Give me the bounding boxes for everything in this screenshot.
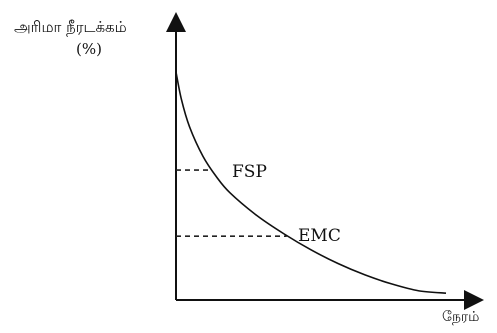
x-axis-label: நேரம் (442, 309, 480, 325)
y-axis-label: அரிமா நீரடக்கம் (14, 18, 127, 36)
moisture-curve (175, 71, 447, 294)
y-axis-unit: (%) (76, 40, 102, 58)
annotation-fsp: FSP (232, 162, 267, 182)
annotation-emc: EMC (298, 226, 341, 246)
